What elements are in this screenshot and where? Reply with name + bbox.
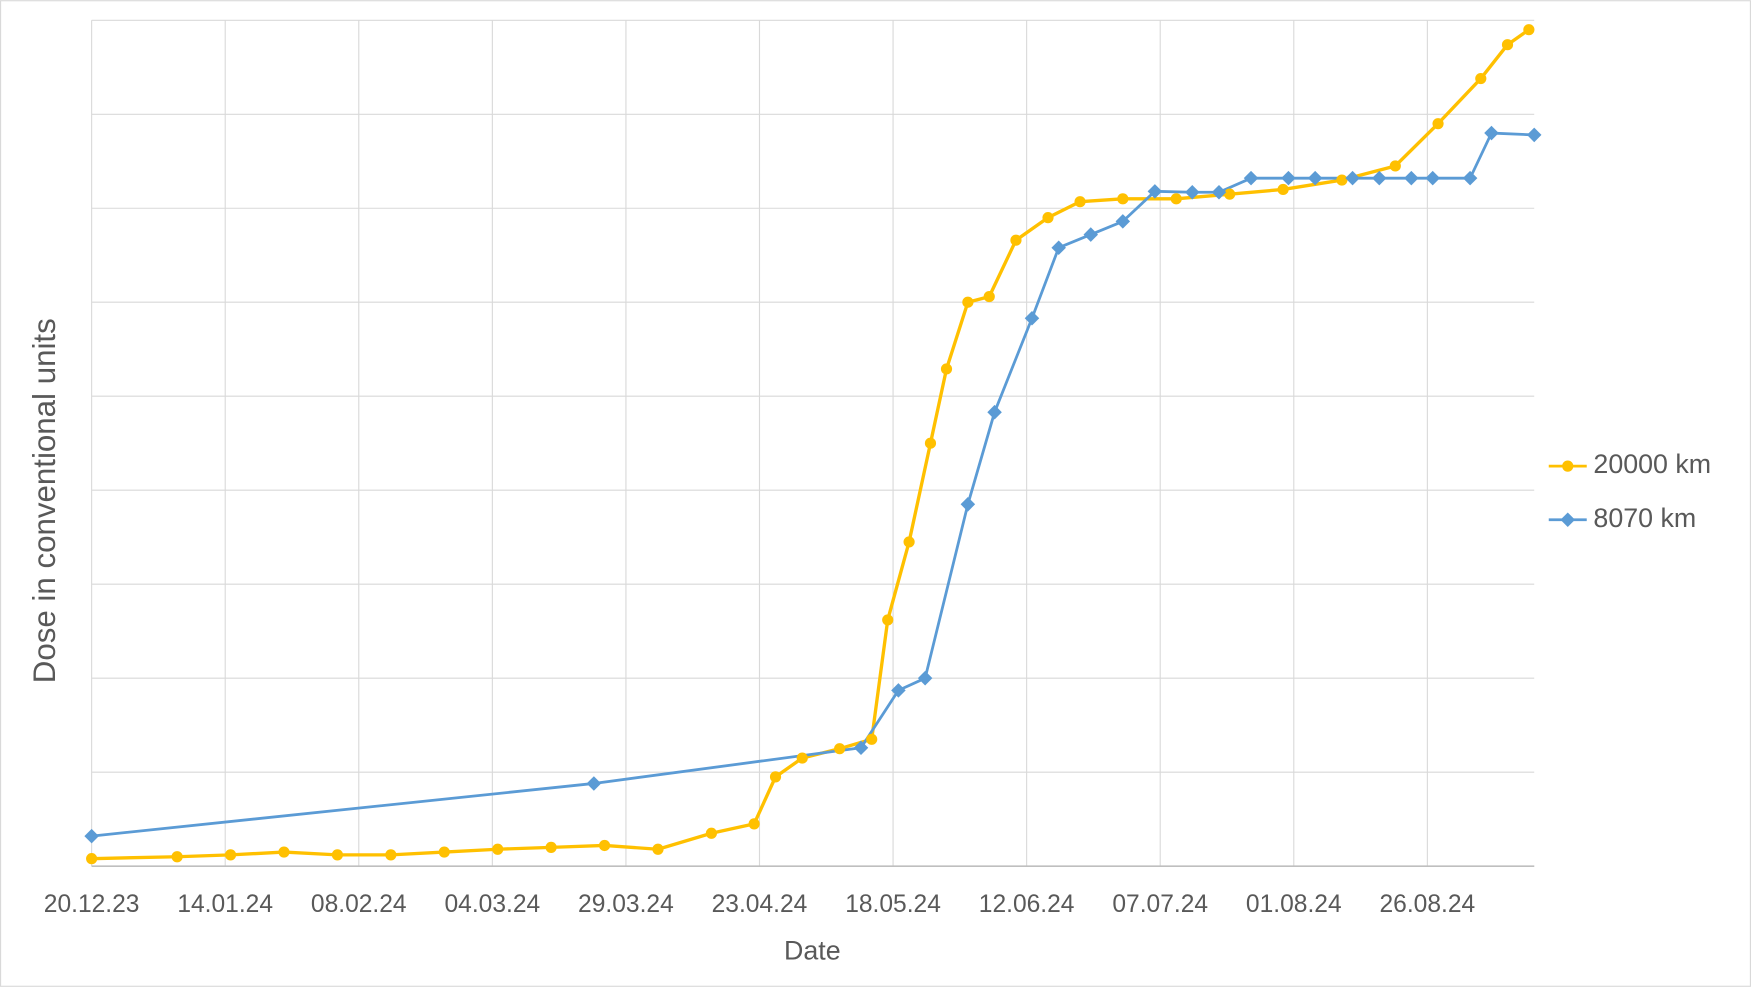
data-point	[598, 839, 611, 852]
data-point	[924, 437, 937, 449]
x-tick-label: 18.05.24	[845, 891, 941, 918]
data-point	[1432, 118, 1444, 130]
data-point	[545, 841, 557, 853]
data-point	[940, 363, 953, 375]
data-point	[385, 849, 397, 861]
data-point	[1010, 234, 1022, 246]
data-point	[903, 536, 915, 548]
data-point	[1185, 185, 1200, 200]
data-point	[1462, 170, 1478, 186]
data-point	[331, 849, 343, 861]
x-tick-label: 04.03.24	[445, 891, 541, 918]
data-point	[769, 771, 782, 783]
x-tick-label: 23.04.24	[712, 891, 808, 918]
data-point	[962, 296, 974, 308]
data-point	[1425, 170, 1440, 186]
x-tick-label: 14.01.24	[177, 891, 273, 918]
data-point	[1523, 24, 1535, 36]
x-tick-label: 12.06.24	[979, 891, 1075, 918]
data-point	[1526, 127, 1542, 143]
x-axis-title: Date	[784, 935, 841, 965]
data-point	[1051, 240, 1066, 255]
data-point	[1336, 174, 1348, 186]
data-point	[1372, 170, 1387, 186]
data-point	[1404, 170, 1419, 186]
data-point	[86, 853, 98, 865]
data-point	[1475, 72, 1487, 85]
x-tick-label: 29.03.24	[578, 891, 674, 918]
data-point	[1277, 183, 1289, 196]
y-axis-title: Dose in conventional units	[27, 318, 62, 683]
x-tick-label: 01.08.24	[1246, 891, 1342, 918]
data-point	[224, 849, 237, 861]
data-point	[882, 614, 894, 626]
data-point	[492, 843, 504, 855]
data-point	[1224, 188, 1236, 200]
data-point	[1170, 193, 1182, 205]
x-tick-label: 07.07.24	[1112, 891, 1208, 918]
data-point	[748, 818, 760, 830]
legend-label: 8070 km	[1593, 503, 1696, 533]
data-point	[834, 743, 846, 755]
data-point	[983, 291, 995, 303]
data-point	[1389, 160, 1401, 172]
data-point	[278, 846, 290, 858]
legend-label: 20000 km	[1593, 449, 1711, 479]
data-point	[853, 740, 869, 755]
series-line	[91, 28, 1530, 861]
data-point	[866, 733, 878, 745]
data-point	[960, 497, 976, 512]
data-point	[705, 827, 717, 839]
data-point	[1083, 227, 1099, 242]
data-point	[1501, 39, 1514, 51]
legend-marker	[1562, 460, 1574, 472]
x-tick-label: 20.12.23	[44, 891, 140, 918]
data-point	[652, 843, 664, 855]
data-point	[1042, 212, 1054, 224]
data-point	[438, 846, 450, 858]
data-point	[796, 752, 808, 764]
x-tick-label: 26.08.24	[1380, 891, 1476, 918]
data-point	[1243, 170, 1259, 186]
data-point	[1074, 196, 1086, 208]
data-point	[171, 851, 183, 863]
x-tick-label: 08.02.24	[311, 891, 407, 918]
data-point	[1117, 193, 1129, 205]
